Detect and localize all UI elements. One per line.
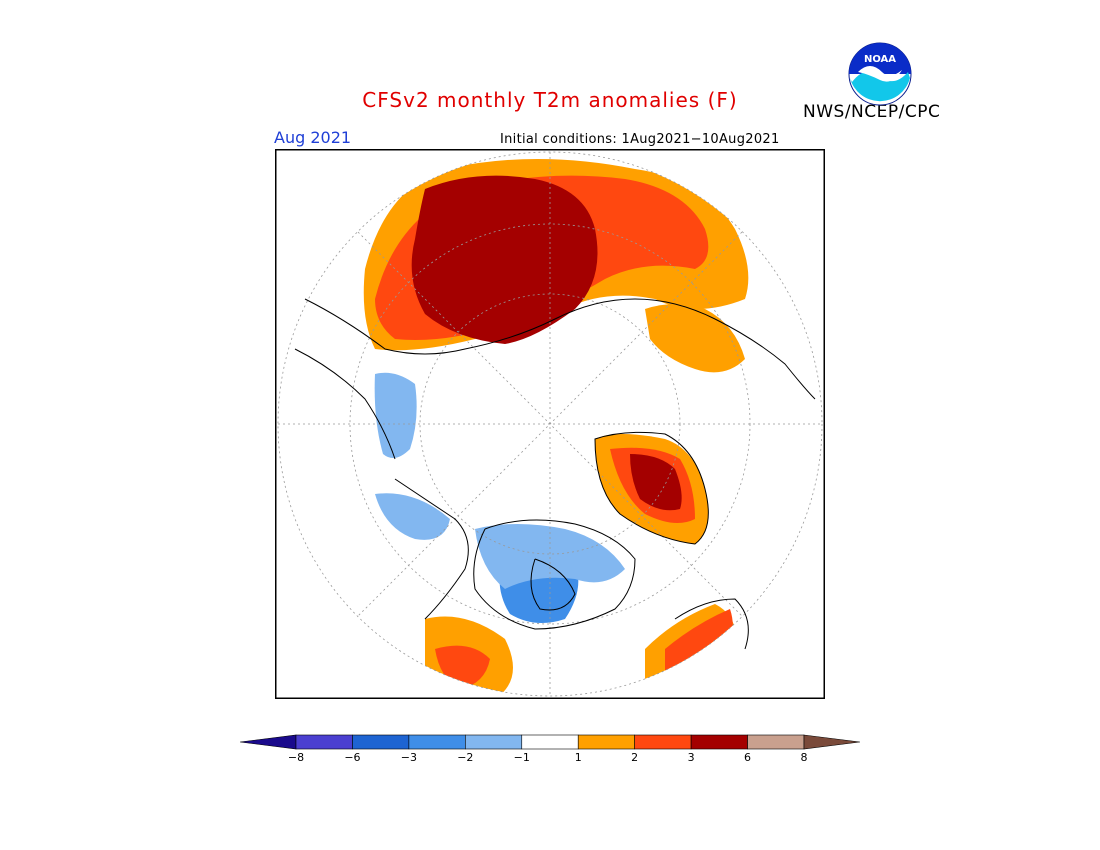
legend-bin-7 — [634, 734, 692, 750]
coastline-scandinavia — [294, 348, 396, 460]
graticule — [277, 151, 823, 697]
legend-tick-label: −8 — [288, 751, 304, 764]
legend-bin-3 — [408, 734, 466, 750]
legend-tick-label: −1 — [514, 751, 530, 764]
legend-tick-label: 1 — [575, 751, 582, 764]
legend-bin-2 — [352, 734, 410, 750]
initial-conditions-label: Initial conditions: 1Aug2021−10Aug2021 — [500, 132, 780, 147]
legend-tick-label: −2 — [457, 751, 473, 764]
organization-label: NWS/NCEP/CPC — [803, 102, 941, 122]
coastline-eurasia — [304, 298, 816, 400]
legend-tick-label: 2 — [631, 751, 638, 764]
legend-bin-1 — [295, 734, 353, 750]
legend-bin-5 — [521, 734, 579, 750]
coastline-canada — [473, 519, 636, 630]
color-legend: −8 −6 −3 −2 −1 1 2 3 6 8 — [240, 734, 860, 764]
map-title: CFSv2 monthly T2m anomalies (F) — [362, 88, 738, 112]
legend-arrow-low — [240, 734, 297, 750]
legend-tick-label: 3 — [688, 751, 695, 764]
legend-tick-label: 8 — [801, 751, 808, 764]
legend-tick-label: −6 — [344, 751, 360, 764]
noaa-logo-icon: NOAA — [848, 42, 912, 106]
polar-map — [275, 149, 825, 699]
coastline-europe-south — [674, 598, 749, 650]
valid-month-label: Aug 2021 — [274, 128, 352, 147]
anomaly-blue-europe — [374, 372, 417, 458]
legend-bin-9 — [747, 734, 805, 750]
coastlines — [294, 298, 816, 650]
legend-bin-4 — [465, 734, 523, 750]
map-border — [275, 149, 825, 699]
anomaly-lightblue-canada — [475, 524, 625, 589]
legend-bin-8 — [690, 734, 748, 750]
anomaly-darkred-greenland — [630, 454, 682, 511]
anomaly-darkred-siberia — [411, 175, 598, 344]
legend-tick-label: 6 — [744, 751, 751, 764]
coastline-hudson — [530, 558, 576, 611]
legend-arrow-high — [803, 734, 860, 750]
legend-bin-6 — [577, 734, 635, 750]
logo-text: NOAA — [864, 54, 896, 65]
anomaly-lightblue-pacific — [375, 493, 450, 540]
legend-tick-label: −3 — [401, 751, 417, 764]
anomaly-field — [363, 159, 749, 696]
coastline-greenland — [594, 431, 709, 545]
coastline-alaska — [394, 478, 469, 620]
